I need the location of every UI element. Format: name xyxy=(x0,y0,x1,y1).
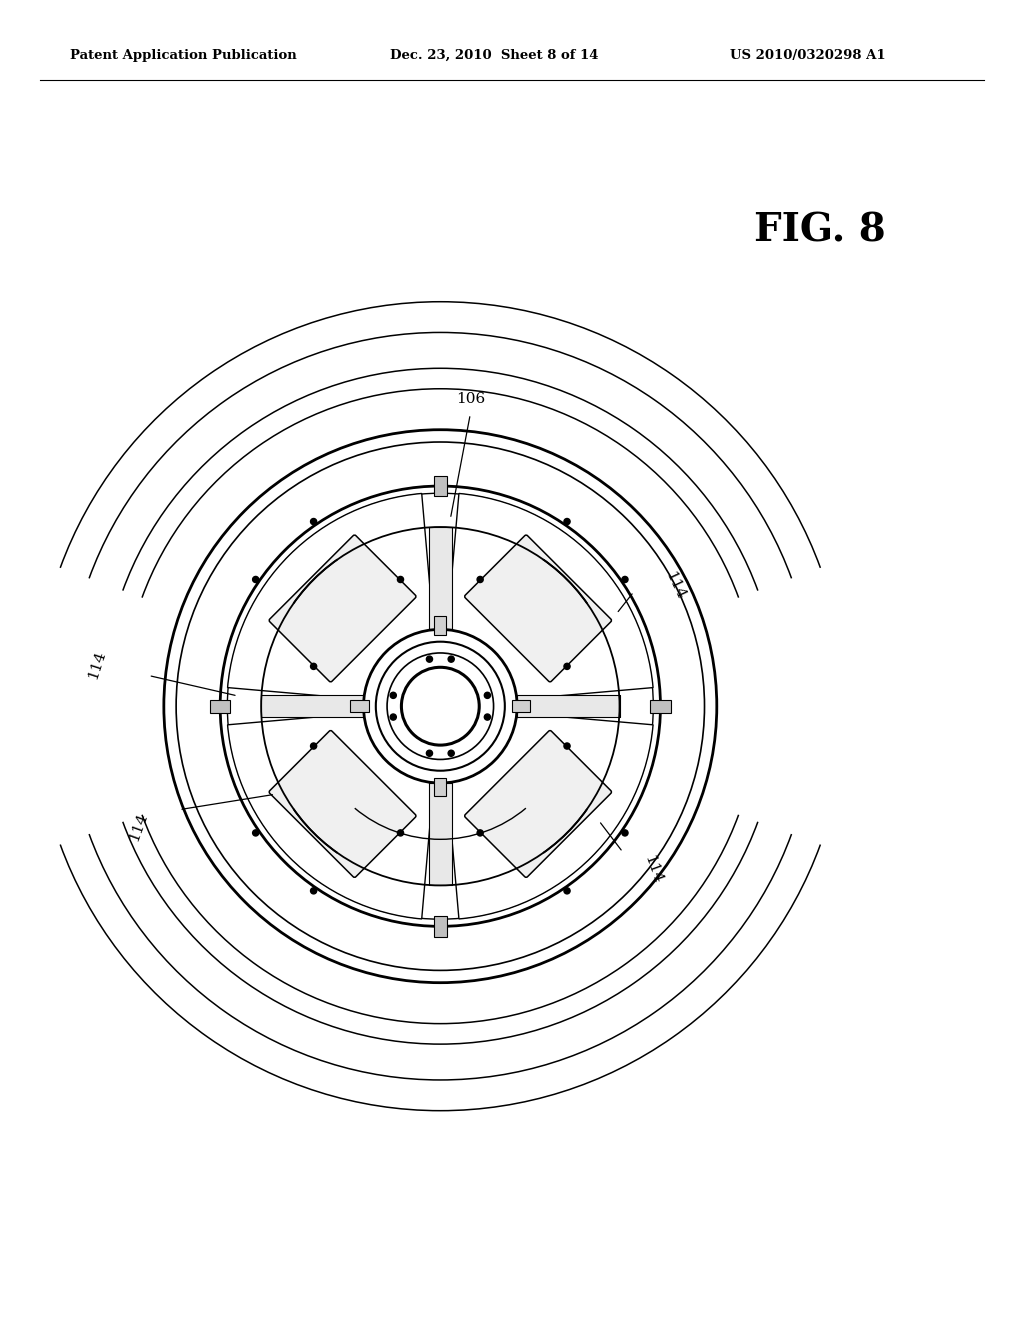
Polygon shape xyxy=(429,783,452,886)
FancyBboxPatch shape xyxy=(465,730,611,878)
Text: FIG. 8: FIG. 8 xyxy=(754,211,886,249)
Circle shape xyxy=(310,888,316,894)
Circle shape xyxy=(449,750,455,756)
FancyBboxPatch shape xyxy=(269,535,416,682)
Circle shape xyxy=(390,714,396,721)
Circle shape xyxy=(622,577,628,582)
Circle shape xyxy=(376,642,505,771)
Text: 114: 114 xyxy=(641,853,665,886)
Bar xyxy=(210,700,230,713)
Circle shape xyxy=(484,692,490,698)
FancyBboxPatch shape xyxy=(269,730,416,878)
Polygon shape xyxy=(429,527,452,630)
Text: Dec. 23, 2010  Sheet 8 of 14: Dec. 23, 2010 Sheet 8 of 14 xyxy=(390,49,598,62)
Circle shape xyxy=(310,519,316,524)
Bar xyxy=(434,475,446,496)
Polygon shape xyxy=(517,694,620,718)
Circle shape xyxy=(387,653,494,759)
Circle shape xyxy=(310,664,316,669)
Text: 106: 106 xyxy=(456,392,485,407)
Text: 114: 114 xyxy=(127,812,150,843)
Circle shape xyxy=(426,656,432,663)
Wedge shape xyxy=(227,494,435,701)
Circle shape xyxy=(622,830,628,836)
Polygon shape xyxy=(261,694,364,718)
Text: Patent Application Publication: Patent Application Publication xyxy=(70,49,297,62)
Bar xyxy=(434,916,447,937)
Circle shape xyxy=(220,486,660,927)
Circle shape xyxy=(426,750,432,756)
Circle shape xyxy=(477,577,483,582)
Text: 114: 114 xyxy=(663,569,687,602)
Bar xyxy=(350,700,369,713)
Circle shape xyxy=(477,830,483,836)
Circle shape xyxy=(390,692,396,698)
Bar xyxy=(650,700,671,713)
Text: 114: 114 xyxy=(86,649,109,681)
Bar xyxy=(434,777,446,796)
Wedge shape xyxy=(227,711,435,919)
Bar xyxy=(434,616,446,635)
Circle shape xyxy=(227,494,653,919)
Circle shape xyxy=(164,430,717,982)
Wedge shape xyxy=(445,711,653,919)
Circle shape xyxy=(564,888,570,894)
Circle shape xyxy=(397,577,403,582)
Circle shape xyxy=(176,442,705,970)
Circle shape xyxy=(310,743,316,748)
Circle shape xyxy=(449,656,455,663)
Circle shape xyxy=(564,664,570,669)
Circle shape xyxy=(397,830,403,836)
Circle shape xyxy=(401,668,479,744)
Bar xyxy=(512,700,530,713)
Text: US 2010/0320298 A1: US 2010/0320298 A1 xyxy=(730,49,886,62)
Circle shape xyxy=(364,630,517,783)
FancyBboxPatch shape xyxy=(465,535,611,682)
Circle shape xyxy=(564,743,570,748)
Wedge shape xyxy=(445,494,653,701)
Circle shape xyxy=(253,577,259,582)
Circle shape xyxy=(253,830,259,836)
Circle shape xyxy=(484,714,490,721)
Circle shape xyxy=(564,519,570,524)
